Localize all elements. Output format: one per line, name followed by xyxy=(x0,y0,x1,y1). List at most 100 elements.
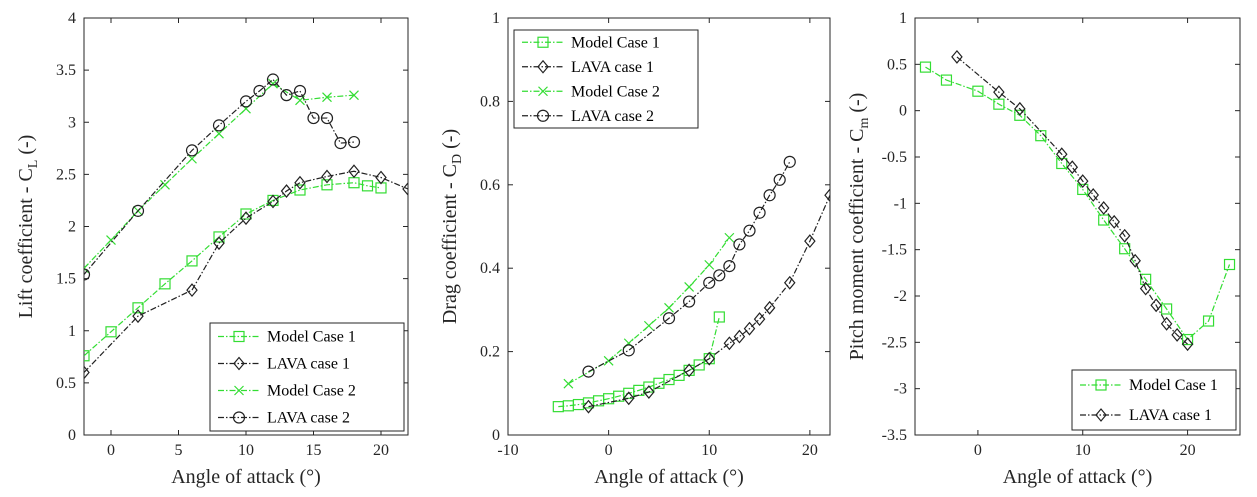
data-point xyxy=(1160,316,1173,331)
legend-marker xyxy=(1095,379,1107,391)
data-point xyxy=(320,111,334,125)
data-point xyxy=(662,312,676,325)
series-line-3 xyxy=(84,82,355,269)
y-tick-label: -0.5 xyxy=(882,149,907,166)
data-point xyxy=(683,363,695,378)
data-point xyxy=(1119,243,1131,255)
series-line-2 xyxy=(588,194,830,408)
data-point xyxy=(213,231,225,243)
y-tick-label: -3 xyxy=(894,381,907,398)
legend-marker xyxy=(233,330,245,343)
legend-label: LAVA case 1 xyxy=(1129,407,1212,424)
legend-marker xyxy=(233,356,245,371)
data-point xyxy=(214,128,224,139)
y-tick-label: 0 xyxy=(492,427,500,444)
data-point xyxy=(187,153,197,164)
data-point xyxy=(563,378,574,389)
y-tick-label: 0 xyxy=(899,103,907,120)
data-point xyxy=(268,78,278,89)
data-point xyxy=(622,391,635,406)
series-group xyxy=(84,73,408,380)
data-point xyxy=(603,355,614,366)
data-point xyxy=(684,282,695,292)
data-point xyxy=(703,276,716,289)
legend-marker xyxy=(538,86,548,97)
data-point xyxy=(253,84,266,98)
data-point xyxy=(132,302,144,314)
data-point xyxy=(723,260,736,273)
x-axis-label: Angle of attack (°) xyxy=(594,466,744,488)
data-point xyxy=(159,278,171,290)
legend-label: LAVA case 2 xyxy=(267,410,350,427)
y-tick-label: 0.5 xyxy=(887,56,907,73)
data-point xyxy=(1118,228,1131,243)
data-point xyxy=(1014,109,1026,121)
y-axis-label: Pitch moment coefficient - Cm (-) xyxy=(846,93,872,361)
data-point xyxy=(1223,258,1236,271)
data-point xyxy=(664,302,674,313)
data-point xyxy=(824,188,830,203)
series-line-4 xyxy=(588,161,791,373)
series-line-1 xyxy=(84,182,382,357)
y-tick-label: -2.5 xyxy=(882,334,907,351)
legend-box xyxy=(513,29,699,129)
data-point xyxy=(84,350,90,362)
data-point xyxy=(763,189,776,202)
x-tick-label: 5 xyxy=(175,442,183,459)
y-tick-label: -2 xyxy=(894,288,907,305)
y-tick-label: 1 xyxy=(492,10,500,27)
data-point xyxy=(186,255,198,267)
x-tick-label: 10 xyxy=(701,442,717,459)
data-point xyxy=(160,179,170,190)
data-point xyxy=(773,173,786,186)
plot-area xyxy=(507,17,831,436)
data-point xyxy=(972,85,984,97)
data-point xyxy=(348,164,360,179)
data-point xyxy=(919,61,932,73)
data-point xyxy=(1140,273,1152,285)
plot-area xyxy=(914,17,1241,436)
data-point xyxy=(643,320,654,331)
data-point xyxy=(693,359,705,371)
x-tick-label: 10 xyxy=(238,442,254,459)
legend-label: Model Case 1 xyxy=(267,329,356,346)
data-point xyxy=(84,268,91,281)
data-point xyxy=(1087,188,1100,202)
series-line-2 xyxy=(956,56,1188,345)
legend-label: Model Case 2 xyxy=(267,383,356,400)
x-tick-label: 0 xyxy=(974,442,982,459)
data-point xyxy=(294,184,306,196)
x-tick-label: 0 xyxy=(605,442,613,459)
x-axis-label: Angle of attack (°) xyxy=(1003,466,1153,488)
series-line-1 xyxy=(558,316,720,408)
data-point xyxy=(349,90,359,101)
data-point xyxy=(723,336,736,351)
data-point xyxy=(267,194,279,209)
x-tick-label: 20 xyxy=(373,442,389,459)
data-point xyxy=(683,295,696,308)
data-point xyxy=(106,235,116,245)
x-tick-label: 20 xyxy=(802,442,818,459)
x-tick-label: -10 xyxy=(497,442,518,459)
data-point xyxy=(186,283,198,298)
y-axis-label: Lift coefficient - CL (-) xyxy=(15,135,41,319)
data-point xyxy=(1150,298,1162,313)
legend-marker xyxy=(537,59,549,74)
y-tick-label: 4 xyxy=(68,10,76,27)
data-point xyxy=(240,211,252,226)
data-point xyxy=(1171,327,1183,342)
data-point xyxy=(266,73,280,86)
data-point xyxy=(293,84,307,98)
legend-label: Model Case 2 xyxy=(571,83,660,100)
data-point xyxy=(703,351,716,366)
x-tick-label: 15 xyxy=(306,442,322,459)
data-point xyxy=(733,329,746,344)
data-point xyxy=(1202,315,1215,327)
y-tick-label: 0 xyxy=(68,427,76,444)
data-point xyxy=(704,259,715,270)
legend-label: LAVA case 2 xyxy=(571,108,654,125)
data-point xyxy=(753,206,766,219)
data-point xyxy=(1181,337,1194,352)
data-point xyxy=(361,180,374,192)
